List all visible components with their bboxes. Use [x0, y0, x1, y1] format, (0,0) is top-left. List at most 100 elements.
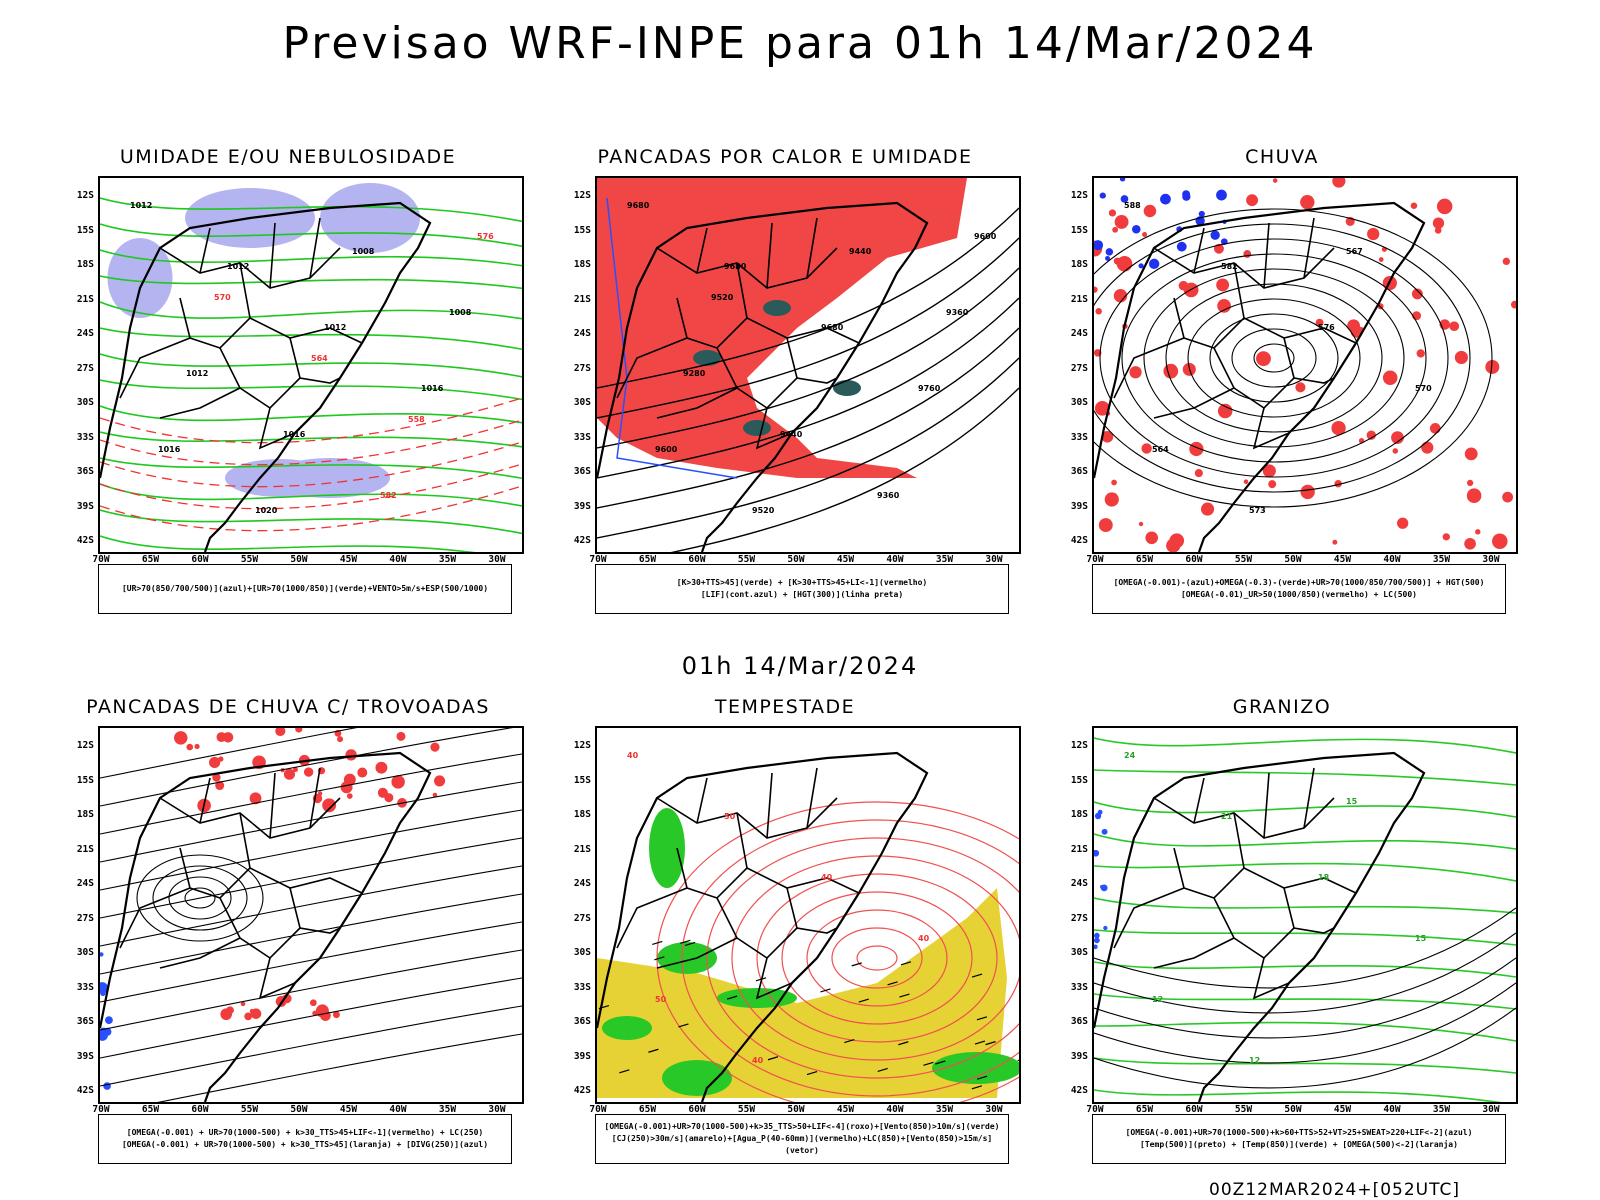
lon-tick-label: 70W	[1086, 1104, 1104, 1115]
lon-tick-label: 45W	[836, 554, 855, 565]
streamline-ring	[168, 876, 232, 920]
streamline	[100, 977, 522, 1059]
contour-label: 576	[477, 232, 494, 241]
lon-tick-label: 40W	[886, 554, 904, 565]
streamline-ring	[1165, 283, 1383, 433]
panel-granizo: GRANIZO 12S 15S 18S 21S 24S 27S 30S 33S 36S 39S 42S…	[1052, 696, 1518, 1176]
state-border	[1153, 387, 1235, 419]
rain-blue-blob	[1176, 241, 1187, 252]
state-border	[1283, 887, 1335, 934]
hail-blue-dot	[1101, 828, 1108, 835]
panel-legend: [OMEGA(-0.001) + UR>70(1000-500) + k>30_…	[98, 1114, 512, 1164]
state-border	[766, 772, 773, 839]
rain-red-blob	[1166, 538, 1181, 552]
temp850-contour	[1094, 897, 1516, 914]
temp500-contour	[1094, 932, 1516, 1014]
lon-tick-label: 45W	[339, 1104, 358, 1115]
panel-legend: [UR>70(850/700/500)](azul)+[UR>70(1000/8…	[98, 564, 512, 614]
rain-red-blob	[1101, 430, 1114, 443]
thunder-red-blob	[292, 767, 298, 773]
pw-contour	[681, 819, 1019, 1097]
rain-red-blob	[1145, 531, 1159, 545]
lat-tick-label: 12S	[573, 740, 591, 751]
streamline	[100, 1005, 522, 1087]
panel-legend: [OMEGA(-0.001)+UR>70(1000-500)+k>60+TTS>…	[1092, 1114, 1506, 1164]
wind-vector	[877, 1067, 888, 1072]
pw-contour	[656, 801, 1019, 1102]
rain-red-blob	[1111, 479, 1117, 486]
bottom-row-title: 01h 14/Mar/2024	[681, 652, 919, 680]
rain-blue-blob	[1105, 255, 1110, 261]
streamline	[100, 837, 522, 919]
rain-red-blob	[1466, 479, 1474, 487]
wind-vector	[858, 998, 869, 1003]
thickness-contour	[100, 463, 522, 510]
state-border	[696, 777, 708, 824]
lat-tick-label: 27S	[573, 362, 591, 374]
wind-vector	[898, 1041, 909, 1046]
contour-label: 9520	[752, 506, 775, 515]
green-humidity-contour	[100, 353, 522, 378]
pw-contour	[856, 945, 898, 971]
contour-label: 9360	[946, 308, 969, 317]
lat-tick-label: 21S	[573, 293, 591, 305]
thunder-red-blob	[332, 1011, 340, 1019]
divg-blue-blob	[100, 982, 109, 994]
lon-tick-label: 35W	[935, 1104, 954, 1115]
wind-vector	[971, 973, 983, 978]
state-border	[786, 887, 838, 934]
thunder-red-blob	[215, 781, 225, 791]
thickness-contour	[100, 441, 522, 488]
lat-tick-label: 12S	[573, 190, 591, 201]
lat-tick-label: 27S	[76, 362, 94, 374]
rain-red-blob	[1268, 480, 1277, 489]
wind-vector	[680, 939, 691, 944]
thunder-red-blob	[317, 791, 323, 796]
thunder-red-blob	[337, 736, 344, 743]
streamline-ring	[1253, 343, 1295, 373]
legend-line: [Temp(500)](preto) + [Temp(850)](verde) …	[1140, 1140, 1458, 1149]
state-border	[119, 887, 191, 949]
thunder-red-blob	[430, 742, 440, 752]
lon-tick-label: 65W	[1135, 1104, 1154, 1115]
green-humidity-contour	[100, 405, 522, 424]
panel-umidade: UMIDADE E/OU NEBULOSIDADE 12S 15S 18S 21S 24S…	[58, 146, 524, 626]
thunder-red-blob	[357, 767, 368, 778]
wind-vector	[923, 1061, 934, 1066]
lat-tick-label: 15S	[573, 774, 591, 786]
map-svg: 9680 9680 9680 9760 9600 9520 9440 9360 9280 9440…	[597, 178, 1019, 552]
temp500-contour	[1094, 907, 1516, 989]
thickness-contour	[100, 419, 522, 466]
thunder-red-blob	[312, 1010, 318, 1016]
state-border	[616, 337, 688, 399]
panel-chuva: CHUVA 12S 15S 18S 21S 24S 27S 30S 33S 36S 39S 42S 70…	[1052, 146, 1518, 626]
rain-red-blob	[1116, 255, 1133, 272]
state-border	[656, 247, 838, 289]
rain-blue-blob	[1210, 230, 1220, 240]
streamline-ring	[1143, 268, 1405, 448]
rain-red-blob	[1295, 382, 1306, 393]
rain-red-blob	[1332, 178, 1346, 188]
state-border	[716, 897, 798, 960]
lon-tick-label: 65W	[141, 554, 160, 565]
lon-tick-label: 35W	[1432, 554, 1451, 565]
humidity-shade	[270, 458, 390, 498]
streamline-ring	[1187, 298, 1361, 418]
rain-red-blob	[1104, 492, 1119, 507]
wind-vector	[844, 1038, 855, 1044]
state-border	[309, 217, 321, 279]
contour-label: 588	[1124, 201, 1141, 210]
contour-label: 50	[655, 995, 667, 1004]
thunder-red-blob	[283, 768, 295, 780]
lat-tick-label: 12S	[76, 190, 94, 201]
map-svg: 40 50 40 40 50 40	[597, 751, 1019, 1102]
lat-tick-label: 30S	[76, 397, 94, 408]
rain-red-blob	[1217, 299, 1231, 313]
temp850-contour	[1094, 737, 1516, 754]
temp850-contour	[1094, 833, 1516, 850]
streamline-ring	[136, 854, 264, 942]
rain-red-blob	[1396, 517, 1409, 529]
state-border	[219, 897, 301, 960]
lon-tick-label: 40W	[886, 1104, 904, 1115]
lat-tick-label: 30S	[1070, 397, 1088, 408]
